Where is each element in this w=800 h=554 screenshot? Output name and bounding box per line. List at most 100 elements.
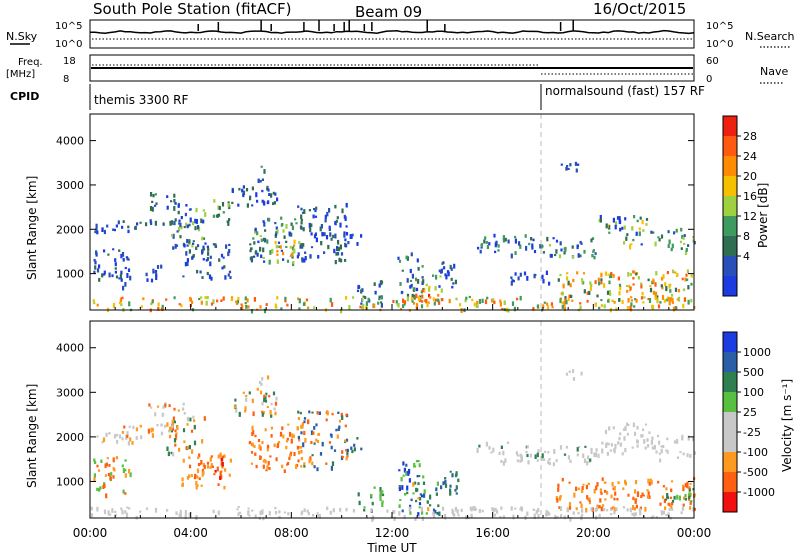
nsky-spikes — [197, 20, 574, 31]
scatter-cell — [511, 279, 514, 282]
scatter-cell — [634, 512, 638, 516]
scatter-cell — [178, 222, 181, 225]
scatter-cell — [479, 249, 482, 254]
scatter-cell — [337, 246, 341, 252]
scatter-cell — [295, 464, 298, 469]
scatter-cell — [663, 299, 666, 303]
scatter-cell — [275, 231, 278, 234]
scatter-cell — [514, 251, 517, 255]
scatter-cell — [546, 236, 549, 242]
scatter-cell — [595, 448, 598, 452]
scatter-cell — [629, 244, 632, 250]
scatter-cell — [418, 463, 421, 468]
scatter-cell — [635, 299, 638, 303]
scatter-cell — [678, 495, 681, 501]
scatter-cell — [457, 478, 460, 483]
power-ylabel: Slant Range [km] — [25, 176, 39, 280]
colorbar-tick-label: 16 — [743, 190, 757, 203]
scatter-cell — [623, 436, 626, 441]
scatter-cell — [406, 485, 409, 491]
scatter-cell — [265, 303, 268, 306]
nave-tick-bottom: 0 — [706, 74, 712, 85]
scatter-cell — [420, 506, 423, 512]
scatter-cell — [274, 233, 277, 238]
scatter-cell — [338, 257, 341, 262]
scatter-cell — [649, 287, 653, 293]
scatter-cell — [677, 296, 681, 302]
scatter-cell — [327, 244, 330, 250]
scatter-cell — [116, 439, 119, 444]
scatter-cell — [432, 511, 435, 516]
scatter-cell — [557, 278, 560, 282]
scatter-cell — [124, 459, 127, 462]
scatter-cell — [110, 472, 113, 476]
scatter-cell — [259, 455, 262, 460]
scatter-cell — [200, 218, 203, 224]
scatter-cell — [267, 188, 270, 192]
scatter-cell — [289, 453, 292, 458]
scatter-cell — [460, 508, 463, 512]
scatter-cell — [253, 297, 256, 302]
scatter-cell — [351, 449, 354, 454]
scatter-cell — [600, 281, 603, 285]
scatter-cell — [526, 445, 529, 449]
scatter-cell — [186, 423, 189, 426]
scatter-cell — [251, 509, 254, 512]
scatter-cell — [193, 419, 196, 423]
scatter-cell — [599, 488, 602, 494]
scatter-cell — [210, 276, 213, 281]
scatter-cell — [421, 300, 424, 303]
scatter-cell — [253, 445, 256, 449]
scatter-cell — [576, 447, 579, 452]
scatter-cell — [179, 512, 182, 518]
scatter-cell — [254, 227, 257, 232]
scatter-cell — [120, 278, 123, 282]
scatter-cell — [206, 461, 210, 465]
scatter-cell — [686, 481, 689, 486]
scatter-cell — [331, 412, 334, 416]
scatter-cell — [188, 456, 191, 459]
scatter-cell — [251, 398, 254, 404]
scatter-cell — [282, 229, 285, 233]
scatter-cell — [126, 434, 129, 438]
scatter-cell — [569, 163, 572, 167]
scatter-cell — [171, 425, 174, 429]
scatter-cell — [652, 231, 655, 234]
scatter-cell — [195, 219, 198, 224]
scatter-cell — [255, 464, 258, 469]
scatter-cell — [594, 252, 597, 255]
scatter-cell — [650, 480, 653, 485]
scatter-cell — [237, 512, 240, 517]
scatter-cell — [236, 300, 240, 304]
scatter-cell — [381, 493, 385, 497]
scatter-cell — [200, 296, 203, 299]
scatter-cell — [597, 453, 600, 459]
scatter-cell — [561, 477, 564, 482]
scatter-cell — [189, 417, 192, 422]
scatter-cell — [672, 269, 675, 274]
scatter-cell — [417, 266, 420, 271]
scatter-cell — [339, 244, 342, 250]
scatter-cell — [622, 428, 626, 431]
scatter-cell — [127, 268, 131, 272]
scatter-cell — [330, 445, 333, 450]
scatter-cell — [598, 219, 601, 223]
colorbar-tick-label: 4 — [743, 250, 750, 263]
scatter-cell — [357, 492, 360, 497]
scatter-cell — [263, 397, 266, 403]
scatter-cell — [121, 252, 125, 257]
scatter-cell — [581, 488, 584, 494]
scatter-cell — [151, 427, 154, 432]
scatter-cell — [671, 499, 675, 503]
scatter-cell — [164, 424, 167, 428]
scatter-cell — [282, 434, 285, 439]
scatter-cell — [310, 246, 314, 249]
scatter-cell — [258, 444, 261, 449]
scatter-cell — [378, 295, 381, 299]
scatter-cell — [227, 251, 230, 257]
scatter-cell — [310, 441, 313, 444]
scatter-cell — [266, 201, 269, 205]
scatter-cell — [124, 282, 127, 287]
colorbar-tick-label: 25 — [743, 406, 757, 419]
scatter-cell — [662, 485, 665, 488]
